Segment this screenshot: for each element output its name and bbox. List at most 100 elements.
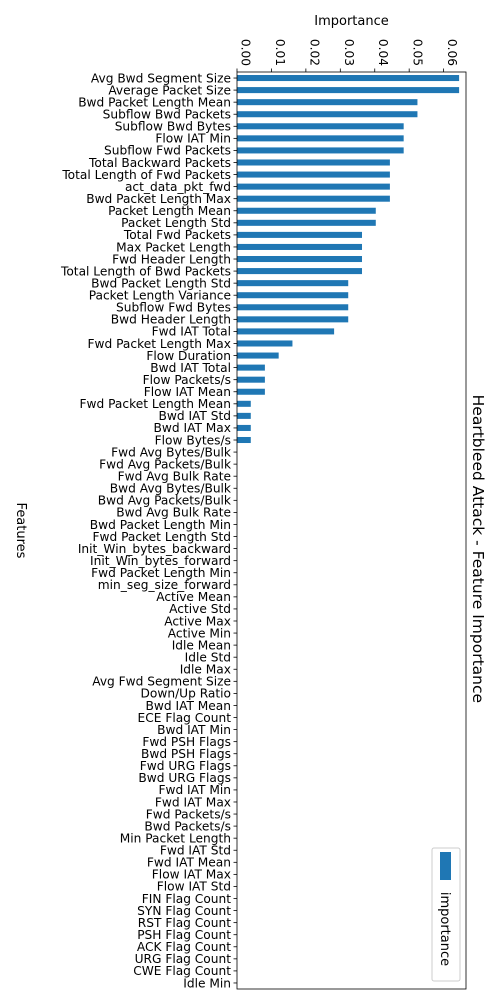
x-tick-label: 0.02 [307, 39, 321, 66]
y-tick-label: Bwd PSH Flags [141, 747, 231, 761]
y-tick-label: Idle Std [185, 650, 231, 664]
bar [237, 183, 390, 190]
y-tick-label: Bwd Avg Bytes/Bulk [110, 482, 232, 496]
y-tick-label: Bwd Avg Packets/Bulk [98, 494, 232, 508]
y-tick-label: Init_Win_bytes_forward [90, 554, 231, 568]
y-tick-label: URG Flag Count [135, 952, 232, 966]
bar [237, 207, 376, 214]
x-tick-label: 0.04 [376, 39, 390, 66]
y-tick-label: Flow IAT Max [152, 868, 231, 882]
y-tick-label: Active Max [164, 614, 231, 628]
y-tick-label: Fwd Packet Length Min [91, 566, 231, 580]
bar [237, 268, 363, 275]
legend-label: importance [437, 892, 452, 966]
y-tick-label: Fwd PSH Flags [142, 735, 231, 749]
y-tick-label: Idle Mean [172, 638, 231, 652]
y-tick-label: PSH Flag Count [137, 928, 231, 942]
y-tick-label: Active Min [168, 626, 231, 640]
y-tick-label: Flow IAT Min [155, 132, 231, 146]
y-tick-label: Bwd IAT Min [157, 723, 231, 737]
y-tick-label: min_seg_size_forward [98, 578, 231, 592]
bar [237, 340, 293, 347]
y-tick-label: Fwd IAT Std [160, 844, 231, 858]
y-tick-label: Total Length of Fwd Packets [61, 168, 231, 182]
bar [237, 135, 404, 142]
bar [237, 75, 460, 82]
bar [237, 436, 251, 444]
bar [237, 388, 265, 395]
y-tick-label: Subflow Fwd Bytes [116, 301, 231, 315]
y-tick-label: Fwd Packets/s [146, 807, 231, 821]
y-tick-label: Fwd Packet Length Mean [80, 397, 231, 411]
x-tick-label: 0.05 [411, 39, 425, 66]
y-tick-label: Idle Max [180, 663, 231, 677]
plot-frame [236, 71, 467, 990]
bar [237, 400, 251, 407]
y-tick-label: Bwd IAT Std [159, 409, 232, 423]
y-tick-label: Bwd Packet Length Min [90, 518, 231, 532]
y-tick-label: Fwd Avg Packets/Bulk [99, 457, 232, 471]
x-tick-label: 0.00 [239, 39, 253, 66]
bars-layer [237, 75, 460, 444]
y-tick-label: Flow Duration [146, 349, 231, 363]
y-tick-label: Packet Length Mean [108, 204, 231, 218]
bar [237, 243, 363, 250]
y-tick-label: Fwd IAT Min [158, 783, 231, 797]
legend-box [431, 847, 461, 982]
legend: importance [431, 847, 461, 982]
bar [237, 328, 335, 335]
y-tick-label: Fwd IAT Mean [147, 856, 231, 870]
y-tick-label: RST Flag Count [138, 916, 231, 930]
y-tick-label: Bwd URG Flags [138, 771, 231, 785]
y-tick-label: Packet Length Variance [89, 289, 231, 303]
y-tick-label: ECE Flag Count [138, 711, 232, 725]
bar [237, 412, 251, 419]
y-axis-label: Features [13, 503, 28, 559]
bar [237, 292, 349, 299]
y-tick-label: Subflow Bwd Bytes [115, 120, 231, 134]
bar [237, 364, 265, 371]
x-axis: 0.00 0.01 0.02 0.03 0.04 0.05 0.06 [236, 39, 459, 72]
y-tick-label: Bwd IAT Mean [146, 699, 231, 713]
bar [237, 316, 349, 323]
y-tick-label: Fwd Avg Bulk Rate [118, 470, 231, 484]
bar [237, 376, 265, 383]
y-tick-label: ACK Flag Count [137, 940, 231, 954]
bar [237, 424, 251, 431]
y-tick-label: Fwd IAT Total [152, 325, 231, 339]
legend-swatch [440, 852, 451, 880]
y-tick-label: Fwd Packet Length Std [93, 530, 232, 544]
y-tick-label: Fwd IAT Max [155, 795, 231, 809]
y-tick-label: Max Packet Length [116, 240, 231, 254]
y-tick-label: SYN Flag Count [137, 904, 231, 918]
y-tick-label: Total Length of Bwd Packets [60, 264, 231, 278]
y-tick-label: Bwd IAT Total [150, 361, 231, 375]
x-tick-label: 0.03 [342, 39, 356, 66]
y-tick-label: Avg Fwd Segment Size [92, 675, 231, 689]
y-tick-label: Bwd Packets/s [144, 819, 231, 833]
bar [237, 195, 390, 202]
y-tick-label: Bwd Packet Length Max [86, 192, 231, 206]
bar [237, 304, 349, 311]
bar [237, 123, 404, 130]
y-tick-label: Active Std [169, 602, 231, 616]
y-tick-label: Fwd Avg Bytes/Bulk [111, 445, 232, 459]
y-tick-label: Bwd Header Length [111, 313, 231, 327]
bar [237, 256, 363, 263]
x-tick-label: 0.01 [273, 39, 287, 66]
y-tick-label: Min Packet Length [120, 831, 231, 845]
y-tick-label: Active Mean [156, 590, 231, 604]
y-tick-label: Bwd IAT Max [154, 421, 231, 435]
y-tick-label: Total Backward Packets [88, 156, 231, 170]
y-tick-label: FIN Flag Count [142, 892, 231, 906]
bar [237, 352, 279, 359]
bar [237, 159, 390, 166]
y-tick-label: act_data_pkt_fwd [125, 180, 231, 194]
bar [237, 99, 418, 106]
x-tick-label: 0.06 [445, 39, 459, 66]
y-tick-label: Total Fwd Packets [123, 228, 231, 242]
bar [237, 280, 349, 287]
y-tick-label: Down/Up Ratio [141, 687, 231, 701]
bar [237, 171, 390, 178]
